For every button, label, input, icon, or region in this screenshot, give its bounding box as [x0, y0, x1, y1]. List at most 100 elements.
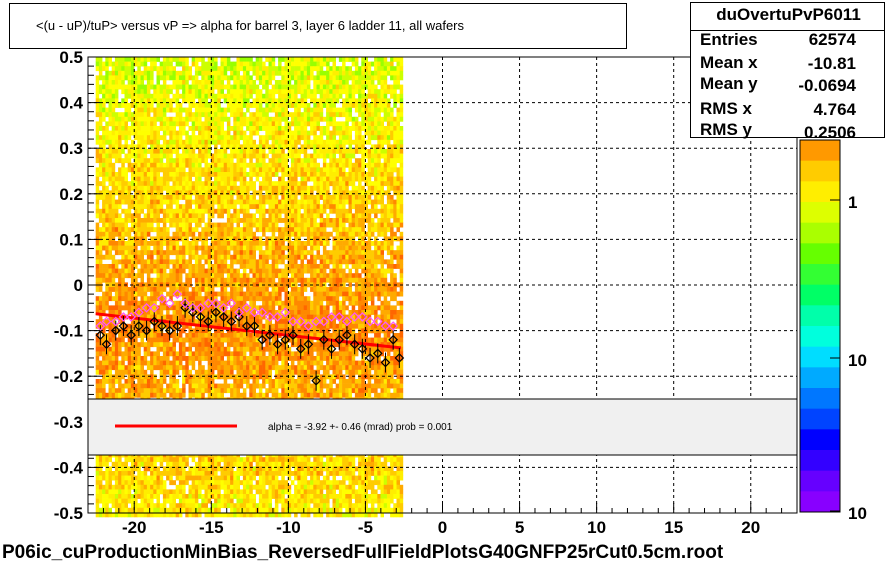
heat-cell: [217, 268, 221, 274]
heat-cell: [351, 245, 356, 251]
heat-cell: [326, 296, 330, 302]
heat-cell: [335, 259, 340, 265]
heat-cell: [140, 254, 144, 260]
heat-cell: [358, 213, 362, 219]
heat-cell: [319, 227, 324, 233]
heat-cell: [217, 254, 221, 260]
heat-cell: [281, 273, 285, 279]
heat-cell: [310, 144, 314, 150]
heat-cell: [175, 222, 180, 228]
heat-cell: [380, 190, 384, 196]
heat-cell: [310, 213, 314, 219]
heat-cell: [364, 93, 368, 99]
heat-cell: [396, 300, 400, 306]
heat-cell: [124, 245, 128, 251]
heat-cell: [207, 208, 212, 214]
heat-cell: [207, 254, 212, 260]
heat-cell: [143, 176, 148, 182]
heat-cell: [153, 287, 157, 292]
heat-cell: [316, 181, 320, 187]
heat-cell: [338, 268, 343, 274]
heat-cell: [137, 167, 141, 173]
heat-cell: [166, 204, 170, 210]
heat-cell: [386, 218, 391, 223]
heat-cell: [271, 259, 276, 265]
heat-cell: [156, 250, 160, 256]
heat-cell: [342, 231, 346, 237]
heat-cell: [194, 139, 199, 145]
heat-cell: [361, 162, 365, 168]
heat-cell: [354, 103, 359, 108]
heat-cell: [105, 84, 109, 90]
heat-cell: [338, 66, 343, 72]
heat-cell: [239, 103, 244, 108]
heat-cell: [354, 296, 359, 302]
heat-cell: [383, 98, 388, 104]
heat-cell: [127, 218, 132, 223]
heat-cell: [354, 282, 359, 288]
heat-cell: [194, 245, 199, 251]
heat-cell: [207, 75, 212, 81]
heat-cell: [217, 213, 221, 219]
heat-cell: [383, 287, 388, 292]
heat-cell: [380, 291, 384, 297]
heat-cell: [156, 241, 160, 246]
heat-cell: [236, 213, 240, 219]
heat-cell: [380, 259, 384, 265]
heat-cell: [390, 172, 394, 177]
heat-cell: [198, 254, 202, 260]
heat-cell: [329, 84, 333, 90]
heat-cell: [262, 241, 266, 246]
heat-cell: [198, 149, 202, 154]
heat-cell: [326, 135, 330, 141]
heat-cell: [294, 319, 298, 325]
heat-cell: [386, 112, 391, 118]
heat-cell: [322, 231, 327, 237]
heat-cell: [374, 208, 378, 214]
heat-cell: [134, 121, 138, 127]
heat-cell: [335, 213, 340, 219]
heat-cell: [194, 236, 199, 242]
heat-cell: [185, 213, 189, 219]
heat-cell: [178, 250, 183, 256]
heat-cell: [95, 103, 100, 108]
heat-cell: [162, 231, 167, 237]
heat-cell: [319, 126, 324, 131]
heat-cell: [198, 245, 202, 251]
heat-cell: [223, 259, 228, 265]
heat-cell: [246, 80, 250, 85]
heat-cell: [153, 116, 157, 122]
heat-cell: [220, 227, 224, 233]
heat-cell: [342, 273, 346, 279]
heat-cell: [134, 112, 138, 118]
heat-cell: [242, 103, 247, 108]
heat-cell: [399, 103, 404, 108]
heat-cell: [175, 80, 180, 85]
heat-cell: [111, 185, 116, 191]
heat-cell: [156, 259, 160, 265]
heat-cell: [242, 139, 247, 145]
heat-cell: [278, 282, 282, 288]
heat-cell: [210, 116, 215, 122]
heat-cell: [319, 153, 324, 159]
heat-cell: [399, 204, 404, 210]
heat-cell: [300, 158, 304, 164]
heat-cell: [140, 300, 144, 306]
heat-cell: [169, 135, 173, 141]
heat-cell: [364, 199, 368, 205]
heat-cell: [108, 231, 112, 237]
heat-cell: [268, 158, 272, 164]
heat-cell: [370, 231, 375, 237]
heat-cell: [322, 172, 327, 177]
heat-cell: [169, 66, 173, 72]
heat-cell: [284, 222, 288, 228]
heat-cell: [95, 300, 100, 306]
heat-cell: [383, 153, 388, 159]
heat-cell: [262, 112, 266, 118]
heat-cell: [204, 195, 208, 200]
heat-cell: [124, 264, 128, 269]
heat-cell: [265, 319, 269, 325]
heat-cell: [393, 305, 397, 311]
heat-cell: [281, 107, 285, 113]
heat-cell: [271, 245, 276, 251]
